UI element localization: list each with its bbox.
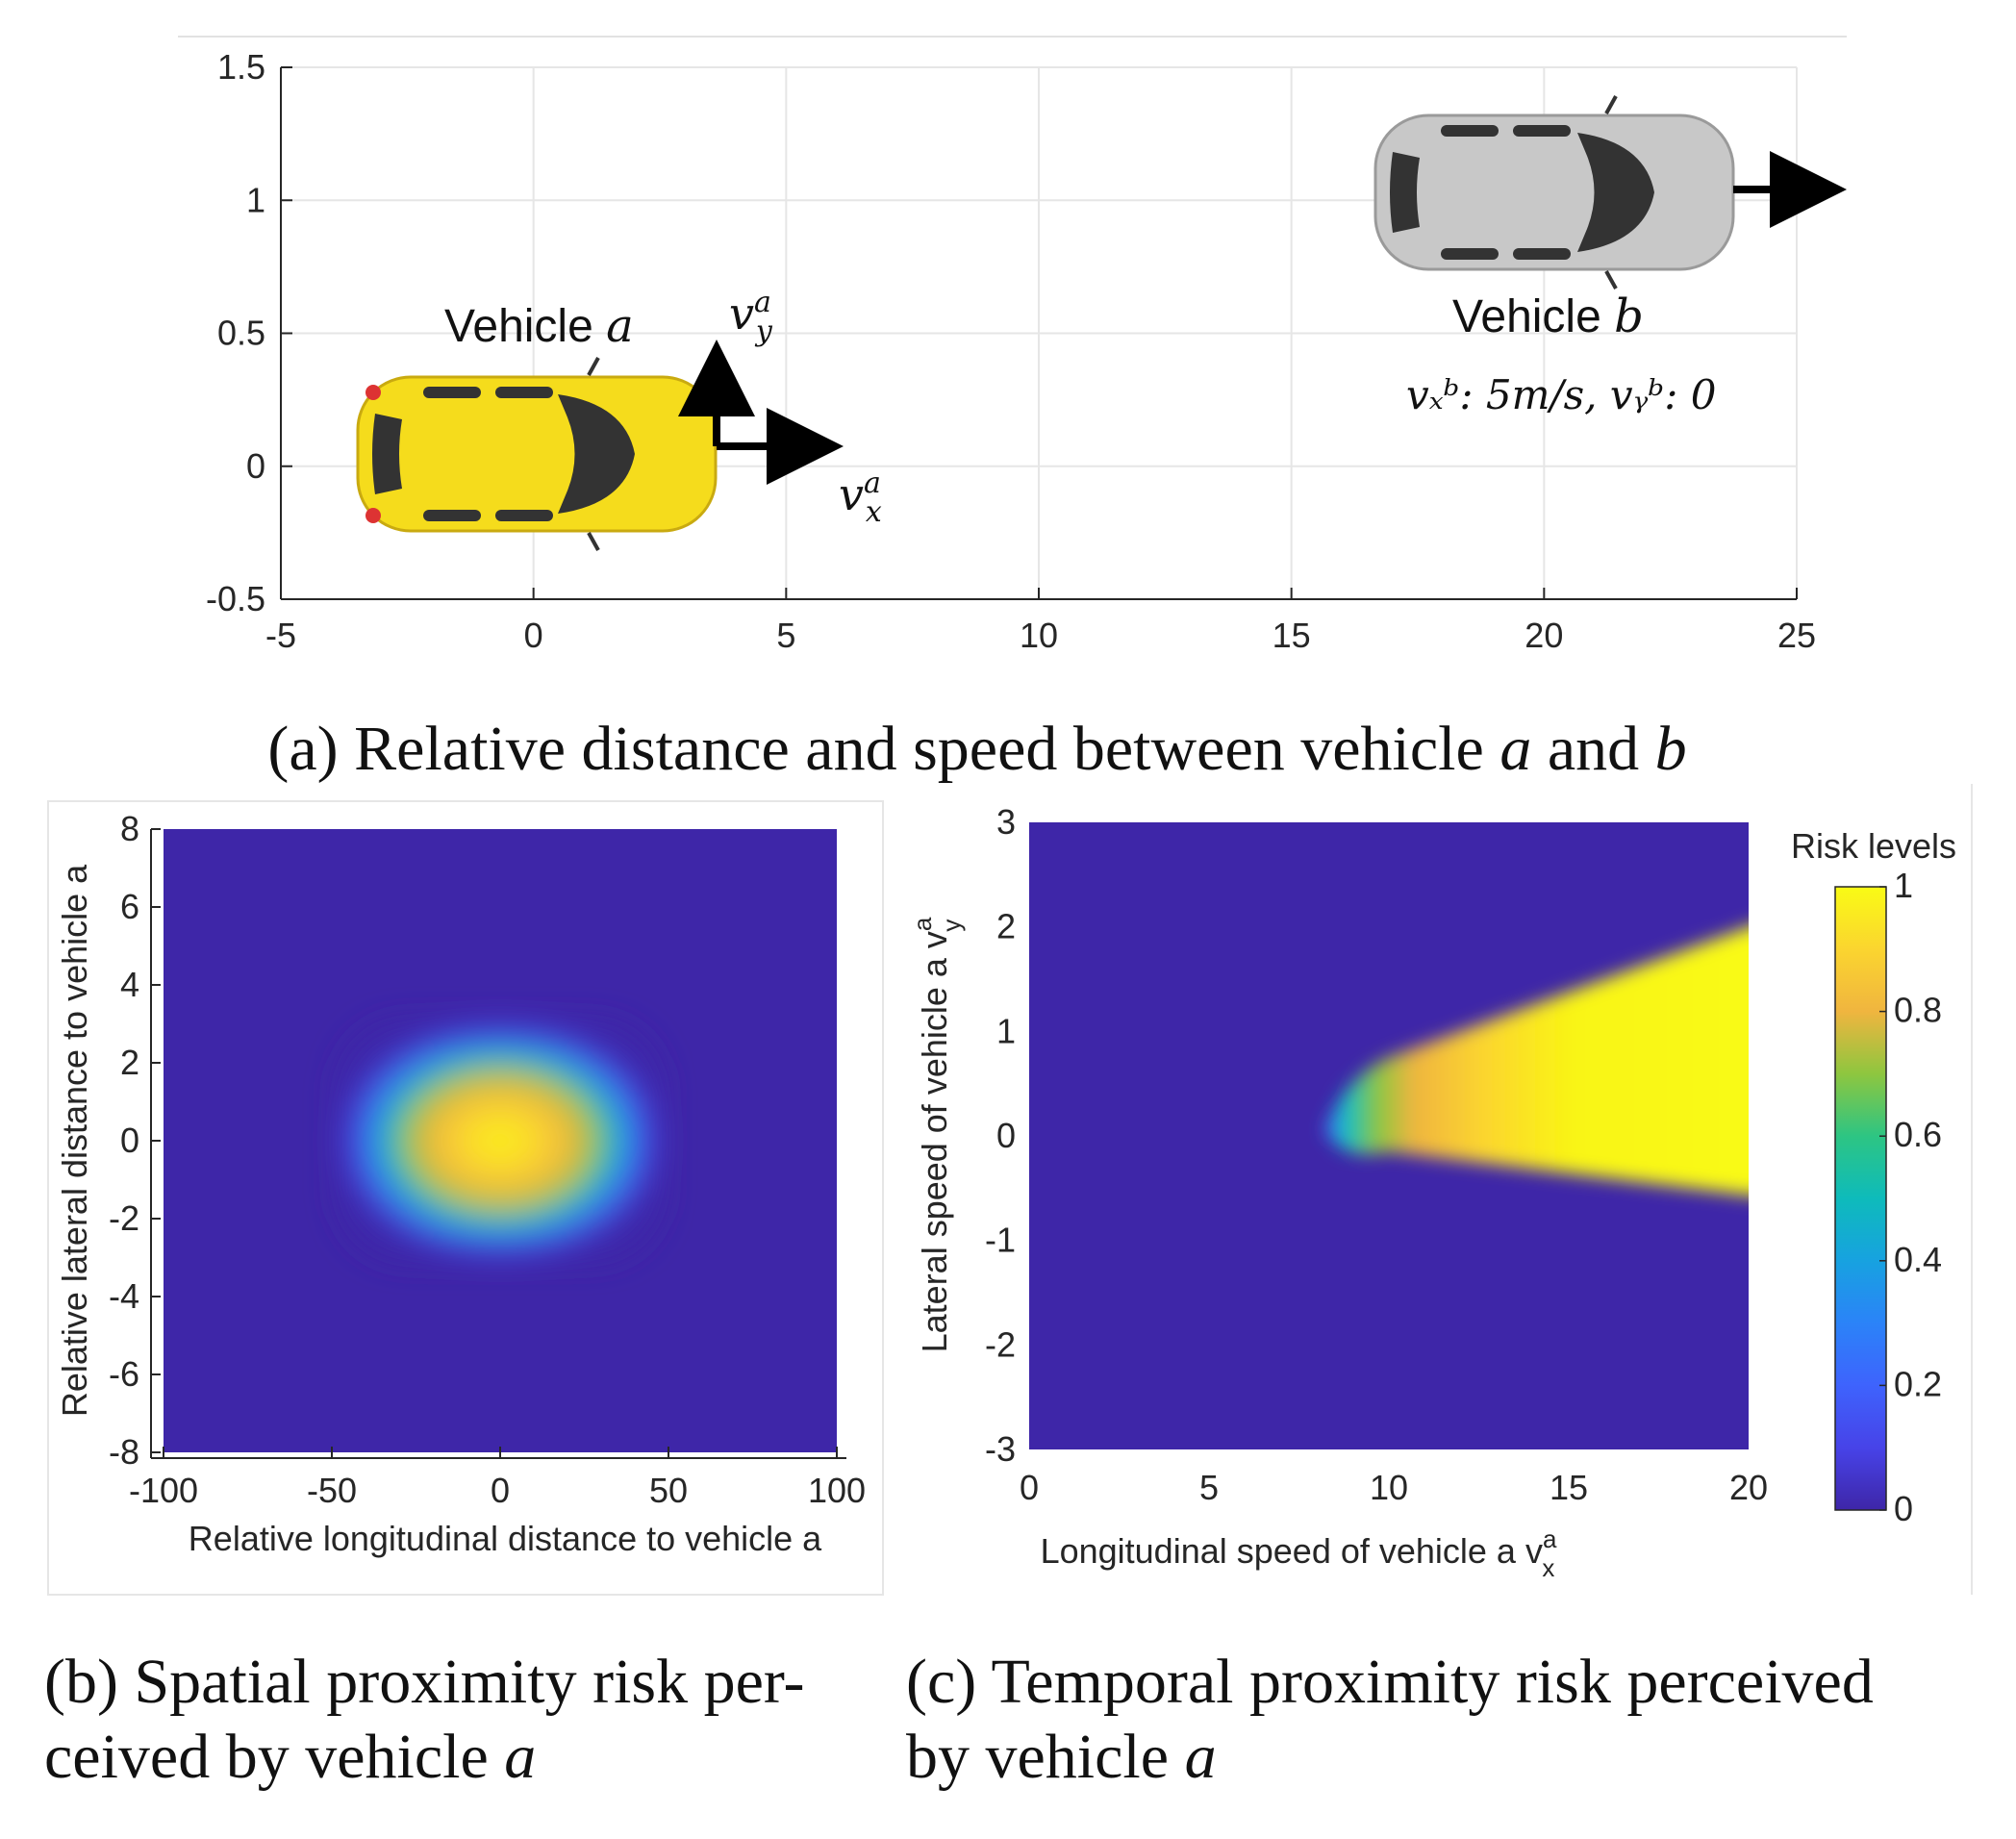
x-tick-label: 20 [1729, 1468, 1768, 1507]
vehicle-b-car [1373, 95, 1847, 290]
x-tick-label: 50 [649, 1471, 688, 1510]
panel-b: -100 -50 0 50 100 -8 -6 -4 -2 0 2 4 6 8 Relative long… [47, 800, 884, 1596]
spatial-heatmap [339, 1022, 662, 1259]
y-tick-label: 2 [120, 1043, 139, 1082]
vehicle-b-label: Vehicle b [1452, 290, 1644, 343]
x-tick-label: -100 [129, 1471, 198, 1510]
panel-a-tick-labels: -5 0 5 10 15 20 25 -0.5 0 0.5 1 1.5 [206, 47, 1816, 655]
temporal-risk-region [1323, 926, 1749, 1196]
y-tick-label: -2 [109, 1198, 139, 1238]
x-tick-label: 10 [1370, 1468, 1408, 1507]
x-tick-label: 100 [808, 1471, 866, 1510]
velocity-arrows-a [678, 340, 844, 485]
caption-c-line2: by vehicle a [906, 1722, 1217, 1792]
y-tick-label: 0 [246, 446, 265, 486]
y-tick-label: -2 [985, 1324, 1016, 1364]
x-tick-label: -50 [307, 1471, 357, 1510]
vehicle-b-speed: vₓᵇ: 5m/s, vᵧᵇ: 0 [1406, 371, 1716, 418]
y-tick-label: 3 [996, 802, 1016, 842]
y-tick-label: 2 [996, 907, 1016, 946]
vehicle-a-label: Vehicle a [444, 299, 634, 353]
panel-c-xlabel: Longitudinal speed of vehicle a va x [1041, 1524, 1557, 1582]
y-tick-label: -8 [109, 1432, 139, 1472]
colorbar [1834, 886, 1887, 1511]
y-tick-label: 1 [246, 180, 265, 219]
x-tick-label: -5 [265, 616, 296, 655]
x-tick-label: 20 [1525, 616, 1563, 655]
vehicle-a-car [356, 357, 718, 551]
y-tick-label: -0.5 [206, 579, 265, 618]
colorbar-ticks: 0 0.2 0.4 0.6 0.8 1 [1879, 866, 1942, 1528]
x-tick-label: 0 [524, 616, 543, 655]
x-tick-label: 15 [1550, 1468, 1588, 1507]
caption-b-line2: ceived by vehicle a [44, 1722, 536, 1792]
panel-a: -5 0 5 10 15 20 25 -0.5 0 0.5 1 1.5 [178, 36, 1847, 784]
x-tick-label: 5 [1199, 1468, 1219, 1507]
y-tick-label: 6 [120, 887, 139, 926]
y-tick-label: 0.5 [217, 314, 265, 353]
x-tick-label: 0 [491, 1471, 510, 1510]
colorbar-tick-label: 0.2 [1894, 1364, 1942, 1403]
panel-b-axes: -100 -50 0 50 100 -8 -6 -4 -2 0 2 4 6 8 [109, 809, 866, 1510]
colorbar-tick-label: 1 [1894, 866, 1913, 905]
caption-b-line1: (b) Spatial proximity risk per- [44, 1647, 805, 1717]
y-tick-label: -1 [985, 1221, 1016, 1260]
y-tick-label: 8 [120, 809, 139, 848]
panel-b-ylabel: Relative lateral distance to vehicle a [55, 864, 94, 1417]
panel-b-xlabel: Relative longitudinal distance to vehicl… [189, 1519, 822, 1558]
colorbar-tick-label: 0.6 [1894, 1115, 1942, 1154]
y-tick-label: 1 [996, 1011, 1016, 1050]
y-tick-label: 1.5 [217, 47, 265, 87]
x-tick-label: 5 [776, 616, 795, 655]
caption-c-line1: (c) Temporal proximity risk perceived [906, 1647, 1874, 1717]
temporal-heatmap [1323, 926, 1749, 1196]
x-tick-label: 0 [1020, 1468, 1039, 1507]
y-tick-label: 4 [120, 965, 139, 1004]
colorbar-title: Risk levels [1791, 826, 1956, 866]
x-tick-label: 10 [1020, 616, 1058, 655]
spatial-risk-region [339, 1022, 662, 1259]
caption-a: (a) Relative distance and speed between … [267, 714, 1686, 784]
panel-b-frame [47, 800, 884, 1596]
colorbar-tick-label: 0.8 [1894, 991, 1942, 1030]
vy-label: va y [729, 286, 773, 348]
panel-c-ylabel: Lateral speed of vehicle a vay [908, 917, 966, 1352]
y-tick-label: 0 [996, 1116, 1016, 1155]
colorbar-tick-label: 0 [1894, 1489, 1913, 1528]
panel-a-axes [280, 66, 1798, 600]
y-tick-label: -3 [985, 1429, 1016, 1469]
vx-label: va x [839, 466, 882, 529]
y-tick-label: -6 [109, 1354, 139, 1394]
x-tick-label: 15 [1273, 616, 1311, 655]
x-tick-label: 25 [1777, 616, 1816, 655]
y-tick-label: -4 [109, 1276, 139, 1316]
colorbar-tick-label: 0.4 [1894, 1240, 1942, 1279]
y-tick-label: 0 [120, 1121, 139, 1160]
panel-c-axes: 0 5 10 15 20 -3 -2 -1 0 1 2 3 [985, 802, 1768, 1507]
